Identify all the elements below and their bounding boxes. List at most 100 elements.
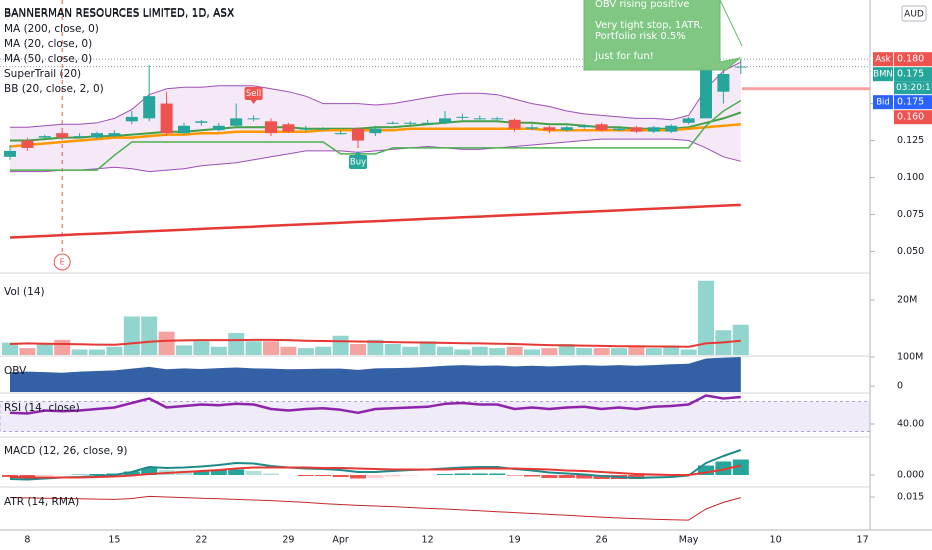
- legend-entry: MA (20, close, 0): [4, 38, 92, 50]
- candle-body: [543, 127, 556, 131]
- volume-bar: [437, 346, 453, 355]
- sell-signal: Sell: [246, 89, 261, 99]
- volume-bar: [419, 341, 436, 355]
- macd-histogram: [437, 474, 453, 475]
- candle-body: [439, 118, 451, 123]
- band-upper: [10, 61, 742, 128]
- macd-histogram: [263, 473, 279, 475]
- macd-histogram: [732, 459, 749, 475]
- candle-body: [91, 133, 103, 138]
- candle-body: [682, 118, 695, 123]
- volume-bar: [123, 316, 140, 355]
- volume-bar: [245, 341, 262, 355]
- countdown: 03:20:17: [896, 83, 932, 93]
- macd-histogram: [228, 469, 245, 475]
- legend-entry: BB (20, close, 2, 0): [4, 83, 104, 95]
- volume-bar: [558, 344, 575, 355]
- candle-body: [334, 133, 347, 135]
- candle-body: [160, 103, 173, 134]
- volume-bar: [158, 331, 175, 355]
- volume-bar: [698, 280, 714, 355]
- buy-signal-box: [349, 155, 367, 169]
- volume-bar: [106, 346, 123, 355]
- volume-bar: [332, 335, 349, 355]
- volume-bar: [141, 316, 158, 355]
- price-tag-name: Bid: [876, 98, 890, 108]
- price-tag-name: BMN: [873, 70, 893, 80]
- macd-histogram: [210, 470, 227, 475]
- pane-title: MACD (12, 26, close, 9): [4, 445, 127, 457]
- macd-histogram: [123, 471, 140, 475]
- volume-bar: [402, 346, 419, 355]
- volume-ma: [9, 338, 741, 348]
- macd-histogram: [193, 470, 210, 475]
- macd-histogram: [367, 475, 384, 478]
- candle-body: [578, 125, 591, 128]
- candle-body: [56, 133, 69, 138]
- volume-bar: [576, 348, 593, 355]
- x-tick-label: 22: [195, 535, 207, 546]
- volume-bar: [524, 349, 540, 355]
- volume-bar: [36, 344, 53, 355]
- macd-histogram: [454, 473, 471, 475]
- macd-histogram: [558, 475, 575, 478]
- y-tick-label: 0: [897, 381, 903, 392]
- volume-bar: [506, 346, 523, 355]
- y-tick-label: 0.015: [897, 492, 924, 503]
- macd-histogram: [489, 473, 506, 475]
- x-tick-label: 15: [108, 535, 120, 546]
- pane-title: BANNERMAN RESOURCES LIMITED, 1D, ASX: [4, 8, 234, 20]
- candle-body: [352, 128, 364, 141]
- callout: OBV rising positive Very tight stop, 1AT…: [583, 0, 743, 71]
- candle-body: [299, 128, 312, 130]
- callout-text: OBV rising positive: [595, 0, 689, 10]
- y-tick-label: 0.075: [897, 209, 924, 220]
- callout-box: [583, 0, 742, 71]
- volume-bar: [71, 349, 88, 355]
- candle-body: [195, 121, 208, 123]
- pane-title: OBV: [4, 365, 27, 377]
- volume-bar: [471, 346, 488, 355]
- legend-entry: MA (200, close, 0): [4, 23, 99, 35]
- macd-histogram: [332, 475, 349, 477]
- volume-bar: [54, 339, 71, 355]
- earnings-marker: [53, 253, 71, 271]
- price-tag-value: 0.175: [897, 69, 924, 80]
- currency: AUD: [904, 10, 924, 20]
- y-tick-label: 0.100: [897, 172, 924, 183]
- candle-body: [526, 127, 538, 129]
- volume-bar: [280, 346, 297, 355]
- volume-bar: [367, 339, 384, 355]
- candle-body: [630, 127, 643, 132]
- macd-histogram: [402, 475, 419, 476]
- countdown-box: [894, 81, 932, 95]
- macd-histogram: [245, 471, 262, 475]
- volume-bar: [315, 346, 332, 355]
- candle-body: [595, 124, 608, 131]
- candle-body: [230, 118, 243, 126]
- candle-body: [38, 136, 51, 138]
- macd-histogram: [384, 475, 401, 477]
- pane-title: ATR (14, RMA): [4, 496, 79, 508]
- x-tick-label: May: [679, 535, 699, 546]
- signal-line: [9, 464, 742, 479]
- candle-body: [247, 118, 260, 120]
- candle-body: [560, 127, 573, 131]
- x-tick-label: Apr: [332, 535, 349, 546]
- callout-text: Portfolio risk 0.5%: [595, 31, 686, 42]
- pane-title: Vol (14): [4, 286, 45, 298]
- macd-line: [9, 449, 742, 481]
- candle-body: [473, 118, 486, 120]
- candle-body: [421, 122, 434, 124]
- candle-body: [108, 133, 121, 137]
- candle-body: [73, 136, 86, 138]
- x-tick-label: 10: [770, 535, 782, 546]
- x-tick-label: 29: [282, 535, 294, 546]
- volume-bar: [593, 348, 610, 355]
- volume-bar: [228, 333, 245, 355]
- volume-bar: [541, 348, 558, 355]
- y-tick-label: 0.000: [897, 470, 924, 481]
- price-tag-name: Ask: [875, 55, 890, 65]
- indicator-line: [9, 495, 741, 521]
